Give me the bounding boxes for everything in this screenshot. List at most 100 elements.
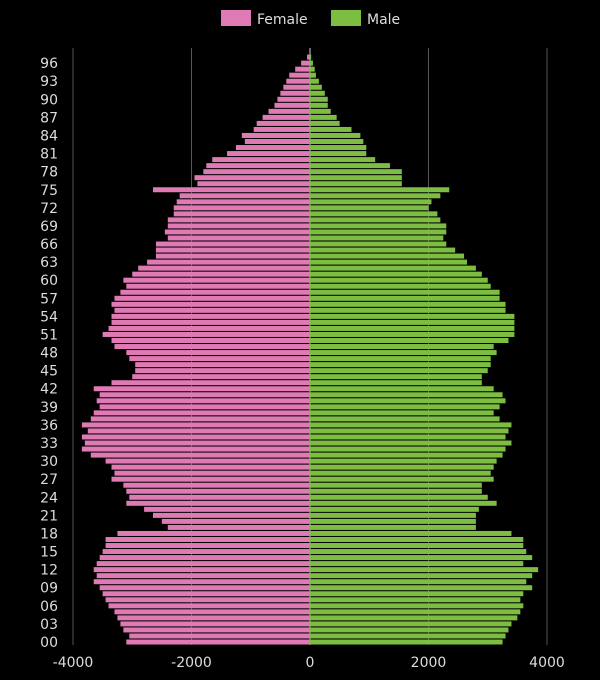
y-tick-label: 36 xyxy=(40,418,58,434)
bar-female-age-87 xyxy=(262,114,310,120)
legend-label-male: Male xyxy=(367,12,400,28)
bar-female-age-23 xyxy=(126,500,310,506)
bar-female-age-38 xyxy=(93,410,310,416)
y-tick-label: 39 xyxy=(40,400,58,416)
bar-male-age-53 xyxy=(310,319,515,325)
male-bars xyxy=(310,54,539,645)
bar-female-age-96 xyxy=(301,60,310,66)
bar-female-age-86 xyxy=(256,120,310,126)
y-tick-label: 09 xyxy=(40,581,58,597)
bar-male-age-26 xyxy=(310,482,482,488)
bar-male-age-97 xyxy=(310,54,312,60)
bar-female-age-42 xyxy=(93,386,310,392)
y-tick-label: 30 xyxy=(40,454,58,470)
chart-legend[interactable]: Female Male xyxy=(221,10,400,28)
bar-female-age-17 xyxy=(105,536,311,542)
bar-female-age-88 xyxy=(268,108,310,114)
bar-male-age-21 xyxy=(310,512,476,518)
bar-male-age-87 xyxy=(310,114,337,120)
bar-male-age-82 xyxy=(310,145,367,151)
bar-female-age-24 xyxy=(129,494,310,500)
bar-male-age-28 xyxy=(310,470,491,476)
bar-male-age-29 xyxy=(310,464,494,470)
bar-male-age-56 xyxy=(310,301,506,307)
bar-female-age-27 xyxy=(111,476,310,482)
bar-female-age-64 xyxy=(155,253,310,259)
bar-male-age-7 xyxy=(310,597,521,603)
bar-female-age-6 xyxy=(108,603,310,609)
y-tick-label: 03 xyxy=(40,617,58,633)
y-tick-label: 81 xyxy=(40,147,58,163)
bar-female-age-26 xyxy=(123,482,310,488)
bar-male-age-30 xyxy=(310,458,497,464)
y-tick-label: 87 xyxy=(40,110,58,126)
bar-female-age-58 xyxy=(120,289,311,295)
y-tick-label: 93 xyxy=(40,74,58,90)
bar-male-age-80 xyxy=(310,157,376,163)
y-tick-label: 48 xyxy=(40,346,58,362)
bar-male-age-35 xyxy=(310,428,509,434)
x-tick-label: 2000 xyxy=(411,655,447,671)
bar-female-age-40 xyxy=(96,398,310,404)
bar-male-age-42 xyxy=(310,386,494,392)
y-tick-label: 57 xyxy=(40,291,58,307)
bar-female-age-47 xyxy=(129,356,310,362)
bar-female-age-78 xyxy=(203,169,310,175)
y-tick-label: 96 xyxy=(40,56,58,72)
bar-female-age-33 xyxy=(84,440,310,446)
bar-male-age-33 xyxy=(310,440,512,446)
y-tick-label: 06 xyxy=(40,599,58,615)
bar-female-age-71 xyxy=(173,211,310,217)
y-tick-label: 12 xyxy=(40,563,58,579)
bar-male-age-9 xyxy=(310,585,533,591)
y-tick-label: 84 xyxy=(40,128,58,144)
bar-male-age-4 xyxy=(310,615,518,621)
bar-female-age-90 xyxy=(277,96,310,102)
bar-female-age-72 xyxy=(173,205,310,211)
bar-female-age-45 xyxy=(135,368,310,374)
bar-male-age-15 xyxy=(310,549,527,555)
bar-male-age-31 xyxy=(310,452,503,458)
bar-male-age-41 xyxy=(310,392,503,398)
y-tick-label: 45 xyxy=(40,364,58,380)
bar-female-age-55 xyxy=(114,307,310,313)
bar-male-age-70 xyxy=(310,217,441,223)
bar-male-age-52 xyxy=(310,325,515,331)
bar-male-age-91 xyxy=(310,90,325,96)
bar-female-age-81 xyxy=(227,151,310,157)
bar-female-age-84 xyxy=(241,132,310,138)
bar-female-age-0 xyxy=(126,639,310,645)
bar-female-age-43 xyxy=(111,380,310,386)
bar-male-age-17 xyxy=(310,536,524,542)
bar-male-age-19 xyxy=(310,524,476,530)
bar-male-age-94 xyxy=(310,72,316,78)
bar-male-age-61 xyxy=(310,271,482,277)
y-tick-label: 27 xyxy=(40,472,58,488)
bar-female-age-7 xyxy=(105,597,311,603)
bar-female-age-11 xyxy=(96,573,310,579)
bar-male-age-79 xyxy=(310,163,390,169)
y-tick-label: 69 xyxy=(40,219,58,235)
bar-male-age-92 xyxy=(310,84,322,90)
bar-female-age-39 xyxy=(99,404,310,410)
y-tick-label: 75 xyxy=(40,183,58,199)
bar-female-age-36 xyxy=(81,422,310,428)
bar-female-age-74 xyxy=(179,193,310,199)
bar-male-age-5 xyxy=(310,609,521,615)
bar-male-age-57 xyxy=(310,295,500,301)
bar-male-age-55 xyxy=(310,307,506,313)
bar-female-age-16 xyxy=(105,543,311,549)
bar-male-age-27 xyxy=(310,476,494,482)
bar-female-age-57 xyxy=(114,295,310,301)
bar-male-age-32 xyxy=(310,446,506,452)
bar-female-age-66 xyxy=(155,241,310,247)
bar-male-age-78 xyxy=(310,169,402,175)
bar-female-age-67 xyxy=(167,235,310,241)
bar-female-age-12 xyxy=(93,567,310,573)
bar-female-age-97 xyxy=(307,54,310,60)
bar-female-age-59 xyxy=(126,283,310,289)
bar-male-age-6 xyxy=(310,603,524,609)
bar-male-age-14 xyxy=(310,555,533,561)
bar-male-age-10 xyxy=(310,579,527,585)
